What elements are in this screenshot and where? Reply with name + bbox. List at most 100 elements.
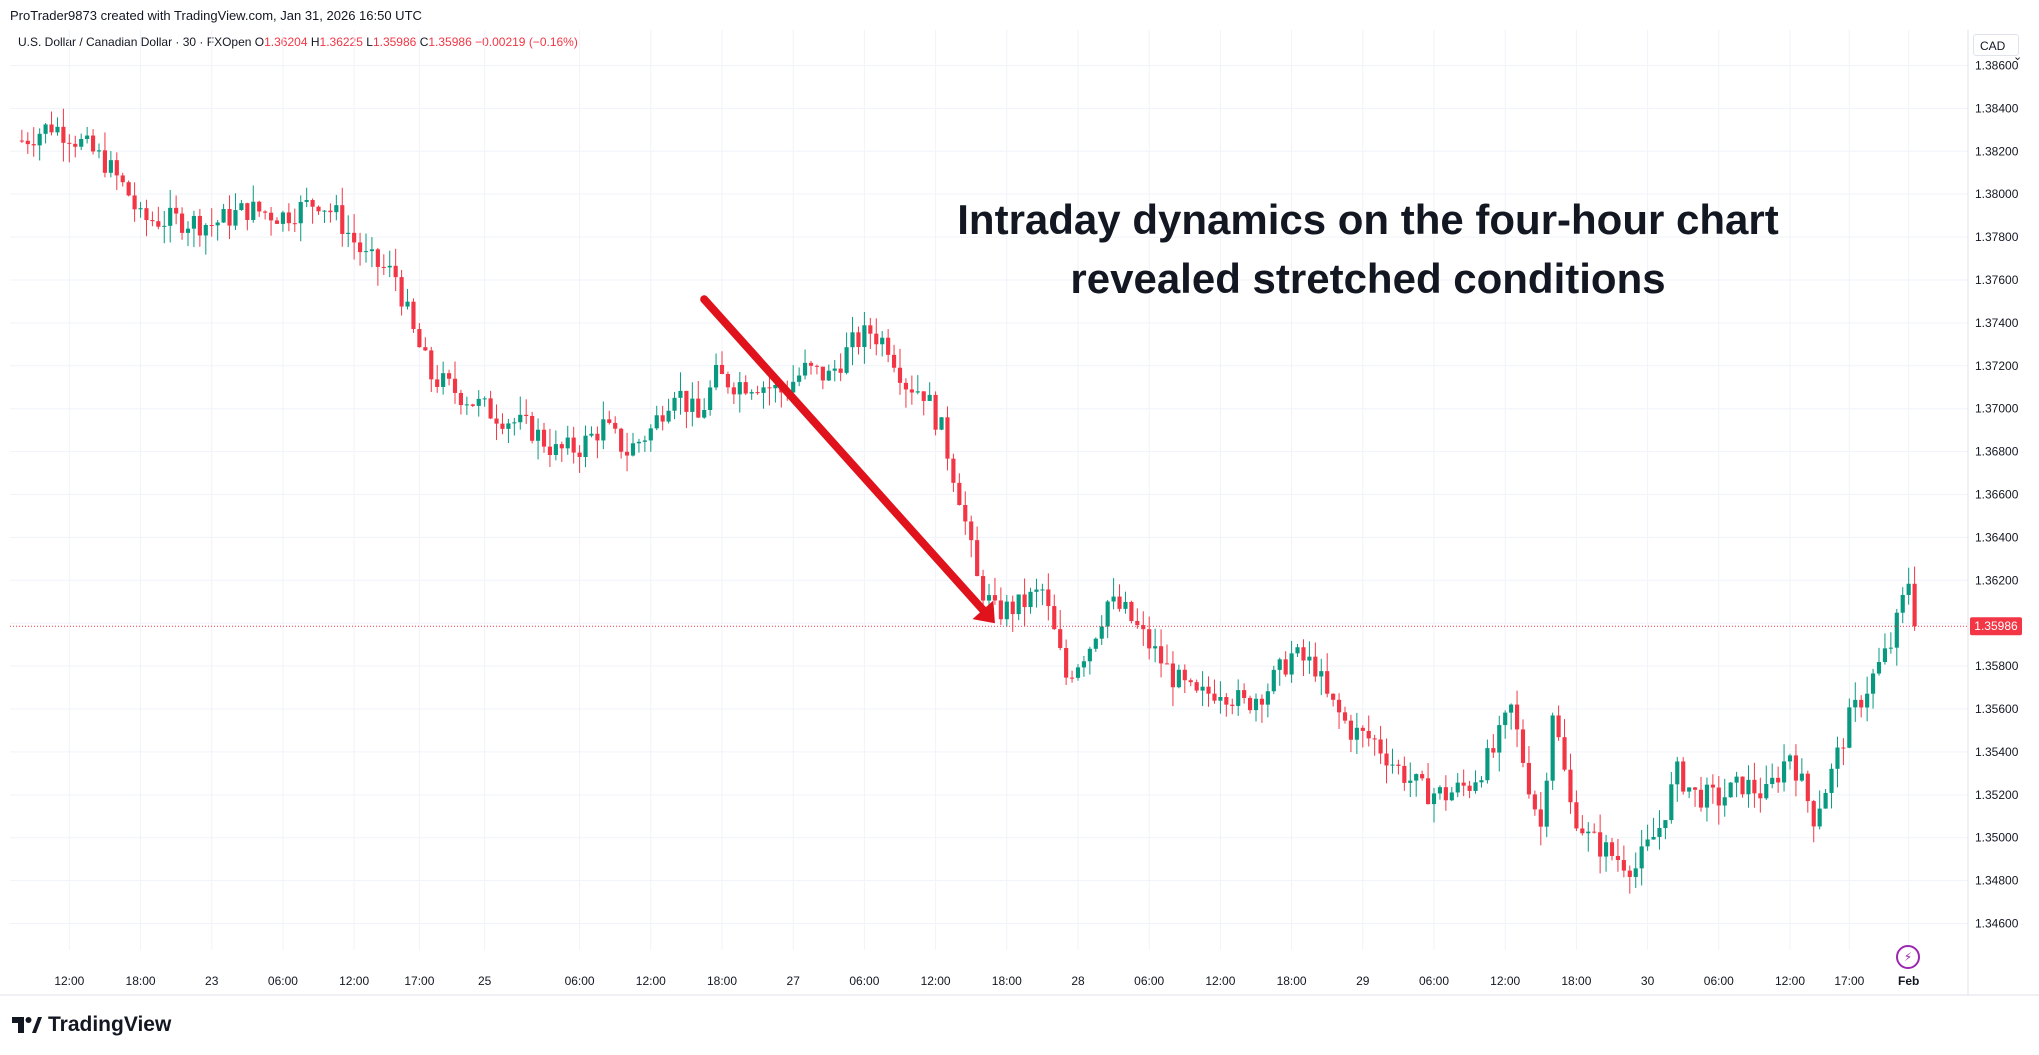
candle-body bbox=[1200, 686, 1205, 691]
candle-body bbox=[1681, 761, 1686, 792]
candle-body bbox=[49, 124, 54, 133]
candle-body bbox=[245, 203, 250, 220]
candle-body bbox=[1663, 820, 1668, 829]
candle-body bbox=[239, 203, 244, 211]
candle-body bbox=[108, 160, 113, 173]
candle-body bbox=[1040, 589, 1045, 591]
time-tick-label: 18:00 bbox=[1561, 974, 1591, 988]
candle-body bbox=[1853, 699, 1858, 708]
candle-body bbox=[862, 325, 867, 348]
candle-body bbox=[1805, 773, 1810, 802]
candle-body bbox=[975, 540, 980, 577]
candle-body bbox=[1016, 594, 1021, 615]
candle-body bbox=[589, 433, 594, 436]
candle-body bbox=[168, 207, 173, 226]
candle-body bbox=[268, 212, 274, 221]
tradingview-logo[interactable]: TradingView bbox=[12, 1013, 171, 1037]
candle-body bbox=[1485, 748, 1490, 781]
candle-body bbox=[1164, 663, 1170, 665]
candle-body bbox=[1781, 761, 1787, 783]
candle-body bbox=[1170, 663, 1176, 688]
candle-body bbox=[369, 249, 375, 252]
candle-body bbox=[524, 414, 529, 416]
candle-body bbox=[203, 225, 208, 236]
candle-body bbox=[1075, 667, 1081, 678]
candle-body bbox=[1313, 656, 1318, 677]
candle-body bbox=[1360, 727, 1365, 731]
candle-body bbox=[1443, 787, 1448, 801]
candle-body bbox=[1153, 646, 1158, 649]
candle-body bbox=[980, 576, 986, 601]
candle-body bbox=[1420, 774, 1425, 779]
candle-body bbox=[381, 266, 386, 268]
price-tick-label: 1.36800 bbox=[1975, 445, 2019, 459]
candle-body bbox=[1865, 693, 1870, 708]
candle-body bbox=[19, 140, 24, 142]
candle-body bbox=[1087, 648, 1092, 662]
candle-body bbox=[1586, 831, 1591, 834]
candle-body bbox=[417, 329, 422, 348]
candle-body bbox=[1609, 842, 1615, 856]
price-tick-label: 1.35400 bbox=[1975, 745, 2019, 759]
candle-body bbox=[162, 225, 167, 227]
candle-body bbox=[1461, 782, 1466, 786]
candle-body bbox=[1835, 747, 1840, 769]
chevron-down-icon[interactable]: ⌄ bbox=[2013, 51, 2023, 63]
candle-body bbox=[67, 142, 72, 144]
candle-body bbox=[957, 482, 962, 505]
candle-body bbox=[209, 225, 214, 227]
candle-body bbox=[1912, 583, 1917, 627]
time-tick-label: 06:00 bbox=[849, 974, 879, 988]
candle-body bbox=[1503, 712, 1508, 726]
candle-body bbox=[1117, 596, 1122, 609]
candle-body bbox=[933, 394, 938, 430]
candle-body bbox=[1336, 699, 1342, 713]
lightning-icon[interactable]: ⚡ bbox=[1896, 945, 1920, 969]
candle-body bbox=[1431, 793, 1437, 805]
time-tick-label: 29 bbox=[1356, 974, 1370, 988]
candle-body bbox=[1004, 601, 1009, 620]
price-chart[interactable]: 1.38600 1.38400 1.38200 1.38000 1.37800 1.376… bbox=[0, 0, 2039, 1000]
candle-body bbox=[1158, 646, 1164, 664]
candle-body bbox=[1277, 659, 1282, 670]
candle-body bbox=[1105, 601, 1110, 627]
currency-selector[interactable]: CAD bbox=[1973, 34, 2019, 56]
candle-body bbox=[1574, 802, 1579, 829]
candle-body bbox=[1645, 839, 1650, 847]
candle-body bbox=[452, 378, 458, 393]
candle-body bbox=[1396, 764, 1401, 766]
candle-body bbox=[1123, 601, 1128, 609]
candle-body bbox=[808, 362, 814, 366]
candle-body bbox=[322, 210, 327, 212]
candle-body bbox=[1194, 682, 1199, 691]
candle-body bbox=[126, 182, 131, 196]
candle-body bbox=[251, 201, 256, 220]
price-tick-label: 1.35200 bbox=[1975, 788, 2019, 802]
candle-body bbox=[565, 437, 570, 449]
candle-body bbox=[541, 429, 547, 447]
candle-body bbox=[286, 212, 291, 224]
candle-body bbox=[470, 404, 475, 406]
candle-body bbox=[1728, 782, 1733, 798]
time-tick-label: Feb bbox=[1898, 974, 1919, 988]
candle-body bbox=[179, 213, 185, 233]
candle-body bbox=[535, 429, 541, 441]
open-label: O bbox=[254, 35, 265, 49]
candle-body bbox=[1514, 704, 1520, 730]
time-tick-label: 06:00 bbox=[268, 974, 298, 988]
candle-body bbox=[274, 220, 280, 224]
time-tick-label: 23 bbox=[205, 974, 219, 988]
candle-body bbox=[547, 446, 553, 456]
time-tick-label: 18:00 bbox=[707, 974, 737, 988]
candle-body bbox=[1129, 601, 1134, 621]
candle-body bbox=[1408, 780, 1413, 783]
candle-body bbox=[672, 397, 677, 411]
last-price-badge bbox=[1970, 617, 2022, 636]
candle-body bbox=[1592, 831, 1597, 833]
candle-body bbox=[1894, 612, 1899, 648]
candle-body bbox=[1497, 725, 1502, 753]
symbol-name[interactable]: U.S. Dollar / Canadian Dollar · 30 · FXO… bbox=[18, 35, 252, 49]
candle-body bbox=[1520, 729, 1526, 763]
open-value: 1.36204 bbox=[264, 35, 308, 49]
candle-body bbox=[1621, 860, 1626, 871]
